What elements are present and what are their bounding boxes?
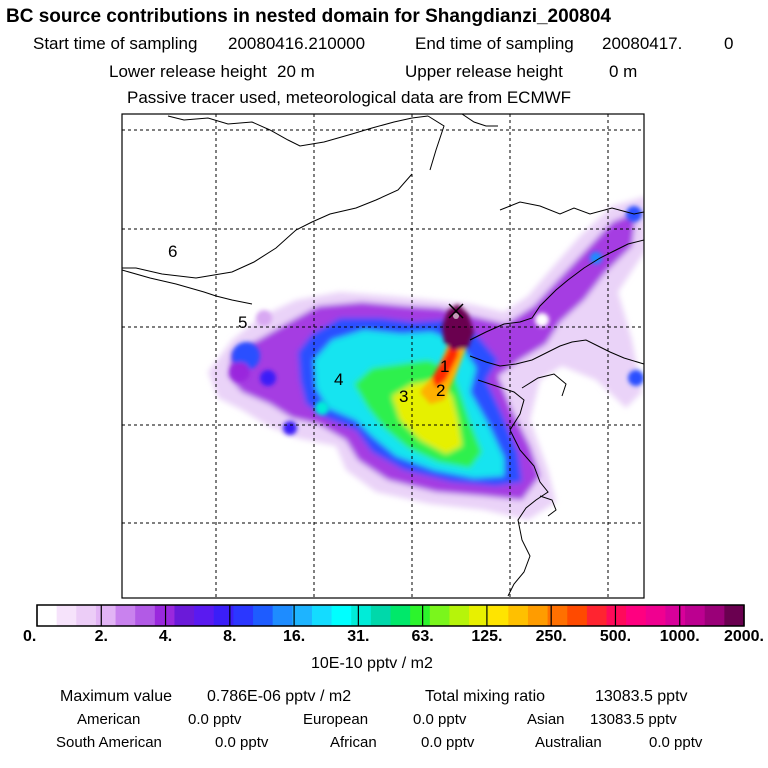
station-marker [448, 303, 464, 319]
region-label-3: 3 [399, 387, 408, 406]
tracer-note: Passive tracer used, meteorological data… [127, 88, 572, 107]
american-label: American [77, 711, 141, 728]
region-label-6: 6 [168, 242, 177, 261]
colorbar-unit: 10E-10 pptv / m2 [311, 655, 433, 672]
footprint-map: 1 2 3 4 5 6 [121, 113, 645, 599]
colorbar-tick-label: 0. [23, 628, 37, 645]
colorbar-tick-label: 500. [599, 628, 632, 645]
colorbar-tick-label: 4. [158, 628, 173, 645]
colorbar-tick-label: 8. [223, 628, 237, 645]
end-time-value: 20080417. [602, 34, 683, 53]
plume [208, 196, 644, 520]
max-value: 0.786E-06 pptv / m2 [207, 688, 352, 705]
page-title: BC source contributions in nested domain… [6, 6, 611, 27]
australian-value: 0.0 pptv [649, 734, 703, 751]
region-label-1: 1 [440, 357, 449, 376]
map-frame [121, 113, 645, 599]
asian-value: 13083.5 pptv [590, 711, 677, 728]
colorbar-tick-label: 2. [94, 628, 108, 645]
total-mixing-label: Total mixing ratio [425, 688, 546, 705]
start-time-value: 20080416.210000 [228, 34, 366, 53]
colorbar-tick-label: 63. [411, 628, 434, 645]
australian-label: Australian [535, 734, 602, 751]
colorbar-tick-label: 125. [471, 628, 503, 645]
asian-label: Asian [527, 711, 565, 728]
african-value: 0.0 pptv [421, 734, 475, 751]
region-label-2: 2 [436, 381, 445, 400]
south-american-label: South American [56, 734, 162, 751]
graticule [122, 114, 644, 598]
american-value: 0.0 pptv [188, 711, 242, 728]
european-value: 0.0 pptv [413, 711, 467, 728]
end-time-extra: 0 [724, 34, 734, 53]
coastlines [122, 114, 644, 597]
lower-height-value: 20 m [277, 62, 315, 81]
end-time-label: End time of sampling [415, 34, 574, 53]
upper-height-value: 0 m [609, 62, 638, 81]
colorbar-tick-label: 16. [282, 628, 306, 645]
colorbar-tick-label: 31. [347, 628, 370, 645]
region-label-5: 5 [238, 313, 247, 332]
colorbar-tick-label: 250. [535, 628, 567, 645]
south-american-value: 0.0 pptv [215, 734, 269, 751]
european-label: European [303, 711, 369, 728]
upper-height-label: Upper release height [405, 62, 563, 81]
lower-height-label: Lower release height [109, 62, 267, 81]
max-value-label: Maximum value [60, 688, 173, 705]
colorbar-tick-label: 1000. [659, 628, 700, 645]
total-mixing-value: 13083.5 pptv [595, 688, 688, 705]
start-time-label: Start time of sampling [33, 34, 198, 53]
african-label: African [330, 734, 377, 751]
colorbar-tick-label: 2000. [723, 628, 764, 645]
region-label-4: 4 [334, 370, 343, 389]
